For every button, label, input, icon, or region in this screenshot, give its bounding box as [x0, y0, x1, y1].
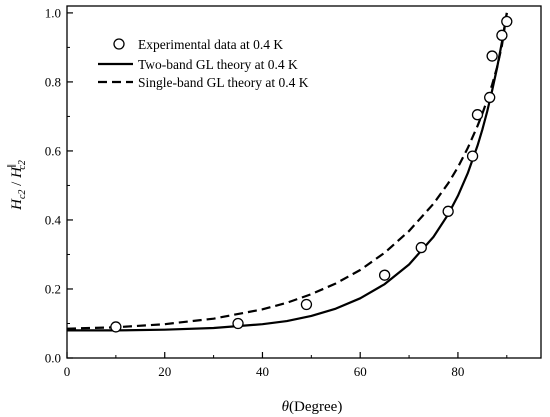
legend-label-single-band: Single-band GL theory at 0.4 K — [138, 75, 309, 90]
data-point — [110, 321, 122, 333]
plot-series — [66, 12, 513, 333]
data-point — [415, 241, 427, 254]
data-point — [486, 50, 498, 62]
data-point — [501, 15, 513, 28]
x-axis-unit: (Degree) — [289, 399, 342, 415]
x-tick-label: 20 — [158, 364, 171, 379]
x-axis-label: θ(Degree) — [282, 399, 343, 415]
y-tick-label: 0.0 — [45, 351, 61, 366]
y-tick-label: 0.4 — [45, 212, 62, 227]
data-point — [232, 317, 244, 330]
legend-label-two-band: Two-band GL theory at 0.4 K — [138, 57, 298, 72]
y-tick-label: 1.0 — [45, 5, 61, 20]
y-axis-denominator-sub: c2 — [17, 160, 28, 169]
y-axis-label: Hc2 / H∥c2 — [6, 160, 28, 211]
data-point — [466, 150, 479, 162]
y-axis-symbol: H — [9, 198, 25, 211]
data-point — [471, 109, 484, 121]
x-tick-label: 60 — [354, 364, 367, 379]
legend-label-experimental: Experimental data at 0.4 K — [138, 37, 283, 52]
data-point — [300, 298, 313, 311]
x-tick-label: 80 — [451, 364, 464, 379]
x-axis-symbol: θ — [282, 399, 290, 415]
plot-frame — [66, 5, 542, 359]
legend: Experimental data at 0.4 K Two-band GL t… — [98, 37, 309, 90]
tick-labels: 0 20 40 60 80 0.0 0.2 0.4 0.6 0.8 1.0 — [45, 5, 465, 379]
y-axis-denominator: H — [9, 166, 25, 179]
legend-marker-experimental — [113, 38, 125, 50]
x-tick-label: 0 — [64, 364, 71, 379]
y-axis-denominator-sup: ∥ — [6, 164, 16, 169]
data-point — [484, 91, 496, 104]
y-tick-label: 0.6 — [45, 143, 62, 158]
data-point — [442, 205, 454, 217]
data-point — [378, 269, 391, 281]
y-axis-symbol-sub: c2 — [17, 190, 28, 199]
single-band-curve — [66, 12, 508, 330]
y-tick-label: 0.2 — [45, 281, 61, 296]
y-tick-label: 0.8 — [45, 74, 61, 89]
data-point — [496, 29, 508, 41]
y-axis-separator: / — [9, 178, 25, 190]
x-tick-label: 40 — [256, 364, 269, 379]
